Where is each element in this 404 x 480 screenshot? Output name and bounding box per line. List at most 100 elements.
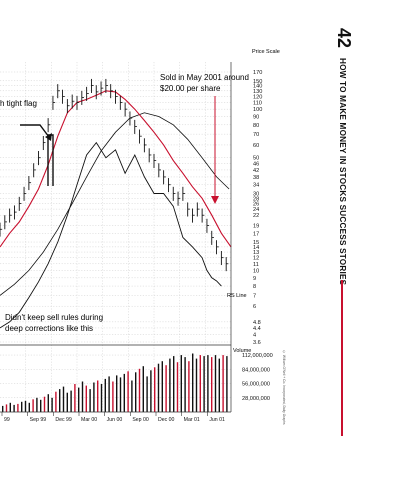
price-tick-label: 4.8 bbox=[253, 320, 261, 326]
volume-bar bbox=[70, 390, 72, 412]
ma200-line bbox=[0, 112, 230, 296]
volume-tick-label: 56,000,000 bbox=[242, 382, 270, 388]
price-tick-label: 24 bbox=[253, 207, 259, 213]
price-tick-label: 46 bbox=[253, 162, 259, 168]
volume-bar bbox=[119, 377, 122, 412]
price-tick-label: 12 bbox=[253, 256, 259, 262]
price-tick-label: 42 bbox=[253, 168, 259, 174]
volume-bar bbox=[112, 381, 114, 412]
volume-bar bbox=[59, 389, 61, 412]
volume-bar bbox=[74, 384, 76, 412]
price-tick-label: 22 bbox=[253, 213, 259, 219]
volume-bar bbox=[93, 382, 95, 412]
rs-line bbox=[0, 141, 222, 329]
rs-line-label: RS Line bbox=[227, 293, 247, 299]
rules-annotation: Didn't keep sell rules during deep corre… bbox=[5, 313, 105, 333]
price-tick-label: 3.6 bbox=[253, 340, 261, 346]
price-tick-label: 26 bbox=[253, 202, 259, 208]
price-tick-label: 70 bbox=[253, 132, 259, 138]
volume-bar bbox=[138, 368, 141, 412]
volume-bar bbox=[47, 394, 49, 412]
grid bbox=[0, 62, 231, 412]
volume-bar bbox=[32, 399, 34, 412]
x-tick-label: Sep 99 bbox=[30, 417, 47, 423]
x-tick-label: Sep 00 bbox=[132, 417, 149, 423]
x-tick-label: Mar 01 bbox=[184, 417, 200, 423]
volume-bar bbox=[207, 355, 209, 412]
volume-bar bbox=[51, 397, 53, 412]
volume-bar bbox=[28, 402, 30, 412]
flag-annotation: h tight flag bbox=[0, 99, 37, 108]
price-tick-label: 140 bbox=[253, 84, 262, 90]
volume-axis-label: Volume bbox=[233, 348, 251, 354]
price-tick-label: 34 bbox=[253, 183, 259, 189]
volume-bar bbox=[184, 357, 186, 412]
volume-tick-label: 84,000,000 bbox=[242, 367, 270, 373]
price-tick-label: 30 bbox=[253, 191, 259, 197]
volume-bar bbox=[199, 355, 201, 412]
price-tick-label: 28 bbox=[253, 196, 259, 202]
volume-bar bbox=[165, 365, 167, 412]
volume-bar bbox=[188, 361, 190, 412]
volume-bar bbox=[142, 366, 144, 412]
price-tick-label: 90 bbox=[253, 115, 259, 121]
volume-bar bbox=[85, 385, 87, 412]
volume-bar bbox=[203, 356, 205, 412]
volume-bar bbox=[146, 376, 148, 412]
price-tick-label: 11 bbox=[253, 262, 259, 268]
accent-rule bbox=[341, 280, 343, 436]
price-tick-label: 170 bbox=[253, 70, 262, 76]
x-axis-ticks: 99 Sep 99 Dec 99 Mar 00 Jun 00 Sep 00 Dec 00 Ma… bbox=[1, 412, 225, 423]
price-tick-label: 38 bbox=[253, 175, 259, 181]
volume-bar bbox=[211, 357, 213, 412]
volume-bar bbox=[214, 355, 217, 412]
volume-tick-label: 112,000,000 bbox=[242, 353, 273, 359]
volume-bar bbox=[100, 384, 103, 412]
volume-bar bbox=[21, 401, 23, 412]
volume-bar bbox=[62, 386, 65, 412]
volume-bar bbox=[2, 405, 4, 412]
price-tick-label: 110 bbox=[253, 100, 262, 106]
volume-bar bbox=[192, 353, 194, 412]
volume-bar bbox=[116, 375, 118, 412]
volume-bar bbox=[226, 356, 228, 412]
volume-bar bbox=[157, 363, 160, 412]
price-tick-label: 4.4 bbox=[253, 326, 261, 332]
x-tick-label: Jun 00 bbox=[107, 417, 123, 423]
price-tick-label: 6 bbox=[253, 304, 256, 310]
volume-bar bbox=[81, 381, 84, 412]
price-tick-label: 4 bbox=[253, 333, 256, 339]
ma50-line bbox=[0, 90, 232, 248]
x-tick-label: Dec 00 bbox=[158, 417, 175, 423]
flag-bracket bbox=[47, 134, 54, 186]
price-tick-label: 120 bbox=[253, 94, 262, 100]
price-tick-label: 8 bbox=[253, 284, 256, 290]
volume-bar bbox=[43, 396, 46, 412]
volume-bar bbox=[104, 378, 106, 412]
volume-bar bbox=[176, 362, 179, 412]
volume-bar bbox=[55, 391, 57, 412]
running-head: HOW TO MAKE MONEY IN STOCKS SUCCESS STOR… bbox=[338, 58, 347, 286]
volume-bar bbox=[66, 392, 68, 412]
flag-arrow-line bbox=[20, 124, 50, 138]
volume-bar bbox=[127, 371, 129, 412]
price-tick-label: 100 bbox=[253, 107, 262, 113]
volume-bar bbox=[154, 367, 156, 412]
volume-bar bbox=[135, 372, 137, 412]
x-tick-label: Dec 99 bbox=[55, 417, 72, 423]
volume-bar bbox=[195, 358, 198, 412]
volume-bar bbox=[150, 370, 152, 412]
page-number: 42 bbox=[334, 28, 354, 49]
volume-bar bbox=[108, 376, 110, 412]
volume-bar bbox=[13, 404, 15, 412]
volume-bar bbox=[40, 399, 42, 412]
x-tick-label: Jun 01 bbox=[209, 417, 225, 423]
price-tick-label: 19 bbox=[253, 223, 259, 229]
price-tick-label: 130 bbox=[253, 89, 262, 95]
volume-bar bbox=[180, 355, 182, 412]
volume-bar bbox=[161, 361, 163, 412]
volume-bar bbox=[9, 402, 11, 412]
price-tick-label: 15 bbox=[253, 240, 259, 246]
price-tick-label: 60 bbox=[253, 143, 259, 149]
